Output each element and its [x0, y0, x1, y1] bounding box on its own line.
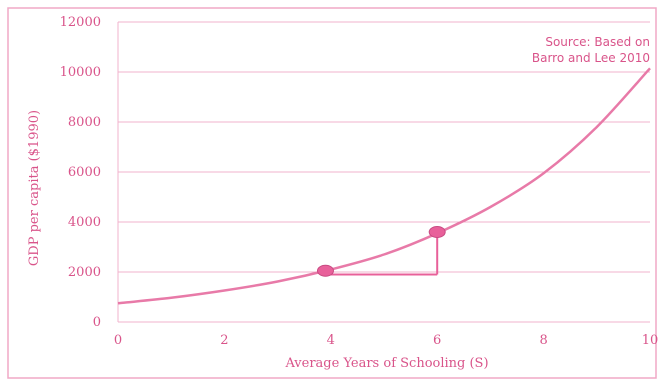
y-tick-label-4000: 4000 — [68, 215, 101, 230]
y-tick-label-12000: 12000 — [60, 15, 101, 30]
y-tick-label-8000: 8000 — [68, 115, 101, 130]
x-tick-label-6: 6 — [433, 333, 441, 348]
y-tick-label-10000: 10000 — [60, 65, 101, 80]
y-axis-title: GDP per capita ($1990) — [27, 110, 42, 266]
highlight-point-0 — [316, 264, 334, 277]
x-tick-label-0: 0 — [114, 333, 122, 348]
y-tick-label-6000: 6000 — [68, 165, 101, 180]
y-tick-label-0: 0 — [93, 315, 101, 330]
tick-layer: 0 2000 4000 6000 8000 10000 12000 0 2 4 6 8 10 — [60, 15, 659, 348]
x-tick-label-2: 2 — [220, 333, 228, 348]
x-tick-label-8: 8 — [539, 333, 547, 348]
series-curve — [117, 67, 651, 305]
source-line-1: Source: Based on — [545, 35, 650, 49]
x-tick-label-4: 4 — [327, 333, 335, 348]
grid-layer — [117, 21, 650, 323]
x-tick-label-10: 10 — [642, 333, 659, 348]
frame-layer — [7, 7, 657, 379]
outer-frame — [7, 7, 657, 379]
highlight-point-1 — [428, 226, 446, 238]
x-axis-title: Average Years of Schooling (S) — [284, 356, 488, 371]
annotation-layer — [316, 226, 446, 277]
series-layer — [117, 67, 651, 305]
y-tick-label-2000: 2000 — [68, 265, 101, 280]
source-line-2: Barro and Lee 2010 — [532, 51, 650, 65]
